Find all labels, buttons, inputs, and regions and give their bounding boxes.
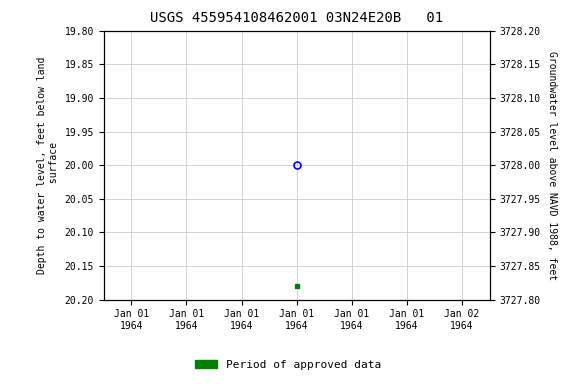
Y-axis label: Depth to water level, feet below land
 surface: Depth to water level, feet below land su… [37,56,59,274]
Title: USGS 455954108462001 03N24E20B   01: USGS 455954108462001 03N24E20B 01 [150,12,443,25]
Legend: Period of approved data: Period of approved data [191,356,385,375]
Y-axis label: Groundwater level above NAVD 1988, feet: Groundwater level above NAVD 1988, feet [547,51,557,280]
